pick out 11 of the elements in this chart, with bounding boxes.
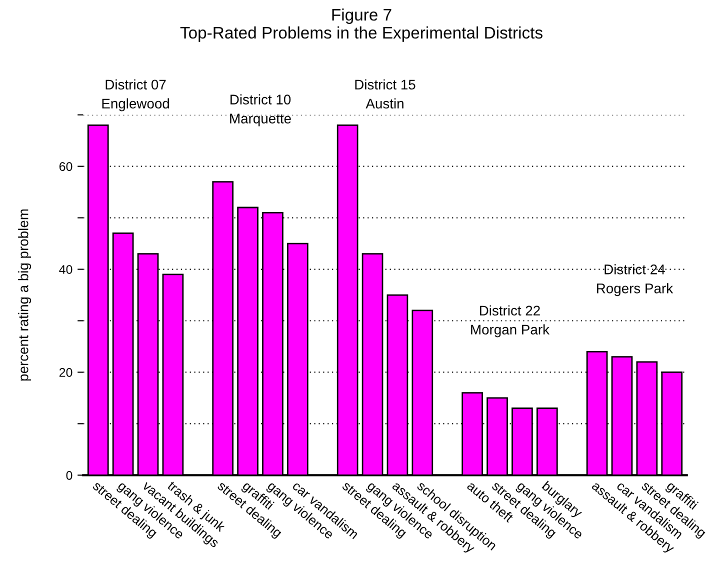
y-tick-label: 0 — [66, 470, 72, 480]
annotation: District 22 Morgan Park — [471, 305, 550, 338]
y-tick-label: 40 — [59, 265, 72, 274]
y-tick-label: 60 — [59, 162, 72, 171]
annotation: District 10 Marquette — [230, 94, 291, 126]
annotation: District 24 Rogers Park — [597, 264, 674, 296]
text: District 15 Austin — [355, 79, 416, 109]
y-axis-title: percent rating a big problem — [18, 209, 32, 381]
text: District 07 Englewood — [102, 79, 169, 112]
chart-title: Figure 7 Top-Rated Problems in the Experimental Districts — [180, 8, 542, 42]
y-tick-label: 20 — [59, 368, 72, 377]
